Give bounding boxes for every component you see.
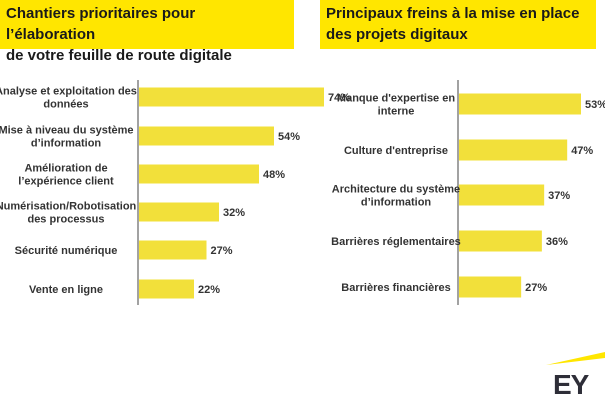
right-value-label-4: 36%	[546, 236, 568, 248]
right-category-label-1-line-2: interne	[378, 106, 415, 118]
left-category-label-4-line-2: des processus	[27, 214, 104, 226]
left-category-label-3-line-1: Amélioration de	[24, 163, 107, 175]
right-bar-3	[459, 184, 545, 206]
left-category-label-2-line-2: d’information	[31, 138, 102, 150]
right-bar-2	[459, 139, 568, 161]
left-bar-2	[139, 126, 274, 146]
left-chart-title: Chantiers prioritaires pour l’élaboratio…	[0, 0, 294, 64]
left-value-label-6: 22%	[198, 284, 220, 296]
left-value-label-2: 54%	[278, 131, 300, 143]
ey-logo	[546, 352, 605, 402]
right-chart-title-line-2: des projets digitaux	[326, 26, 468, 43]
left-bar-4	[139, 202, 219, 222]
right-bar-4	[459, 230, 542, 252]
left-value-label-1: 74%	[328, 92, 350, 104]
left-category-label-2-line-1: Mise à niveau du système	[0, 125, 134, 137]
right-chart-title: Principaux freins à la mise en place des…	[320, 0, 596, 49]
left-category-label-1-line-1: Analyse et exploitation des	[0, 86, 137, 98]
left-bar-3	[139, 164, 259, 184]
left-chart-title-line-1: Chantiers prioritaires pour l’élaboratio…	[6, 5, 196, 43]
ey-logo-beam	[546, 352, 605, 365]
left-category-label-6: Vente en ligne	[29, 284, 103, 296]
ey-logo-mark	[546, 352, 605, 365]
right-value-label-5: 27%	[525, 282, 547, 294]
right-category-label-2: Culture d'entreprise	[344, 145, 448, 157]
left-category-label-5: Sécurité numérique	[15, 245, 118, 257]
right-value-label-2: 47%	[571, 145, 593, 157]
left-bar-1	[139, 87, 324, 107]
left-value-label-3: 48%	[263, 169, 285, 181]
right-chart-title-line-1: Principaux freins à la mise en place	[326, 5, 580, 22]
right-value-label-3: 37%	[548, 190, 570, 202]
left-value-label-5: 27%	[211, 245, 233, 257]
left-category-label-4-line-1: Numérisation/Robotisation	[0, 201, 137, 213]
right-bar-5	[459, 276, 522, 298]
right-value-label-1: 53%	[585, 99, 605, 111]
left-chart-title-line-2: de votre feuille de route digitale	[6, 47, 232, 64]
left-category-label-3-line-2: l’expérience client	[18, 176, 114, 188]
left-bar-5	[139, 240, 207, 260]
right-category-label-5: Barrières financières	[341, 282, 450, 294]
right-bar-1	[459, 93, 581, 115]
left-bar-6	[139, 279, 194, 299]
left-value-label-4: 32%	[223, 207, 245, 219]
left-category-label-1-line-2: données	[43, 99, 88, 111]
ey-logo-text: EY	[553, 369, 589, 400]
right-category-label-1-line-1: Manque d'expertise en	[337, 93, 455, 105]
right-category-label-3-line-2: d’information	[361, 197, 432, 209]
right-category-label-3-line-1: Architecture du système	[332, 184, 460, 196]
right-category-label-4: Barrières réglementaires	[331, 236, 461, 248]
